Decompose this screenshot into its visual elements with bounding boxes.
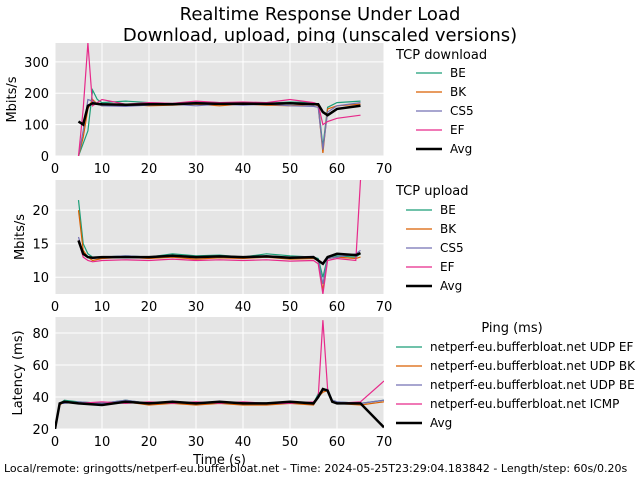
x-tick-label: 10 — [94, 435, 111, 450]
plot-background — [55, 317, 384, 429]
legend-entry: netperf-eu.bufferbloat.net UDP BK — [430, 359, 636, 373]
x-tick-label: 30 — [188, 435, 205, 450]
y-tick-label: 15 — [32, 238, 49, 253]
x-tick-label: 60 — [329, 435, 346, 450]
y-axis-label: Mbits/s — [13, 214, 28, 260]
series-line-3 — [77, 98, 361, 156]
x-tick-label: 30 — [188, 300, 205, 315]
y-tick-label: 100 — [24, 119, 49, 134]
series-line-5 — [77, 102, 361, 127]
legend-entry: BE — [450, 66, 466, 80]
x-tick-label: 60 — [329, 300, 346, 315]
series-line-4 — [77, 180, 362, 294]
legend-title: TCP download — [395, 48, 487, 63]
legend-entry: netperf-eu.bufferbloat.net UDP EF — [430, 340, 633, 354]
x-tick-label: 70 — [376, 300, 393, 315]
x-tick-label: 10 — [94, 162, 111, 177]
x-tick-label: 40 — [235, 435, 252, 450]
y-tick-label: 20 — [32, 204, 49, 219]
y-tick-label: 200 — [24, 87, 49, 102]
chart-title: Realtime Response Under Load — [180, 4, 461, 25]
legend-entry: CS5 — [440, 241, 464, 255]
legend-entry: Avg — [440, 279, 462, 293]
x-tick-label: 50 — [282, 162, 299, 177]
x-tick-label: 60 — [329, 162, 346, 177]
legend-entry: BK — [440, 222, 457, 236]
x-tick-label: 20 — [141, 300, 158, 315]
x-tick-label: 20 — [141, 162, 158, 177]
legend-entry: BK — [450, 85, 467, 99]
series-line-5 — [77, 239, 361, 266]
panel-3: 0 10 20 30 40 50 60 70 20 40 60 80 Latency (ms) Time … — [11, 317, 636, 468]
x-tick-label: 50 — [282, 435, 299, 450]
x-tick-label: 0 — [51, 435, 59, 450]
legend-entry: BE — [440, 203, 456, 217]
y-tick-label: 80 — [32, 327, 49, 342]
y-tick-label: 0 — [41, 150, 49, 165]
legend-3: Ping (ms) netperf-eu.bufferbloat.net UDP … — [396, 321, 636, 430]
x-tick-label: 40 — [235, 162, 252, 177]
x-tick-label: 0 — [51, 300, 59, 315]
x-tick-label: 40 — [235, 300, 252, 315]
legend-entry: Avg — [450, 142, 472, 156]
y-axis-label: Mbits/s — [5, 76, 20, 122]
legend-title: Ping (ms) — [481, 321, 542, 336]
x-tick-label: 70 — [376, 162, 393, 177]
legend-2: TCP upload BE BK CS5 EF Avg — [395, 184, 469, 293]
footer-info: Local/remote: gringotts/netperf-eu.buffe… — [4, 462, 628, 475]
legend-entry: EF — [440, 260, 455, 274]
x-tick-label: 30 — [188, 162, 205, 177]
series-line-4 — [77, 43, 361, 156]
y-tick-label: 20 — [32, 423, 49, 438]
y-tick-label: 300 — [24, 56, 49, 71]
x-tick-label: 70 — [376, 435, 393, 450]
y-tick-label: 60 — [32, 359, 49, 374]
legend-entry: EF — [450, 123, 465, 137]
x-tick-label: 50 — [282, 300, 299, 315]
legend-entry: Avg — [430, 416, 452, 430]
plot-background — [55, 180, 384, 294]
x-axis-label: Time (s) — [192, 453, 246, 468]
series-line-5 — [55, 387, 384, 429]
x-tick-label: 20 — [141, 435, 158, 450]
legend-1: TCP download BE BK CS5 EF Avg — [395, 48, 487, 156]
legend-entry: netperf-eu.bufferbloat.net UDP BE — [430, 378, 635, 392]
legend-title: TCP upload — [395, 184, 469, 199]
panel-1: 0 10 20 30 40 50 60 70 0 100 200 300 Mbits/s TCP down… — [5, 43, 487, 177]
legend-entry: netperf-eu.bufferbloat.net ICMP — [430, 397, 619, 411]
chart-subtitle: Download, upload, ping (unscaled version… — [123, 25, 517, 46]
y-tick-label: 40 — [32, 391, 49, 406]
x-tick-label: 10 — [94, 300, 111, 315]
x-tick-label: 0 — [51, 162, 59, 177]
y-axis-label: Latency (ms) — [11, 330, 26, 415]
legend-entry: CS5 — [450, 104, 474, 118]
y-tick-label: 10 — [32, 271, 49, 286]
